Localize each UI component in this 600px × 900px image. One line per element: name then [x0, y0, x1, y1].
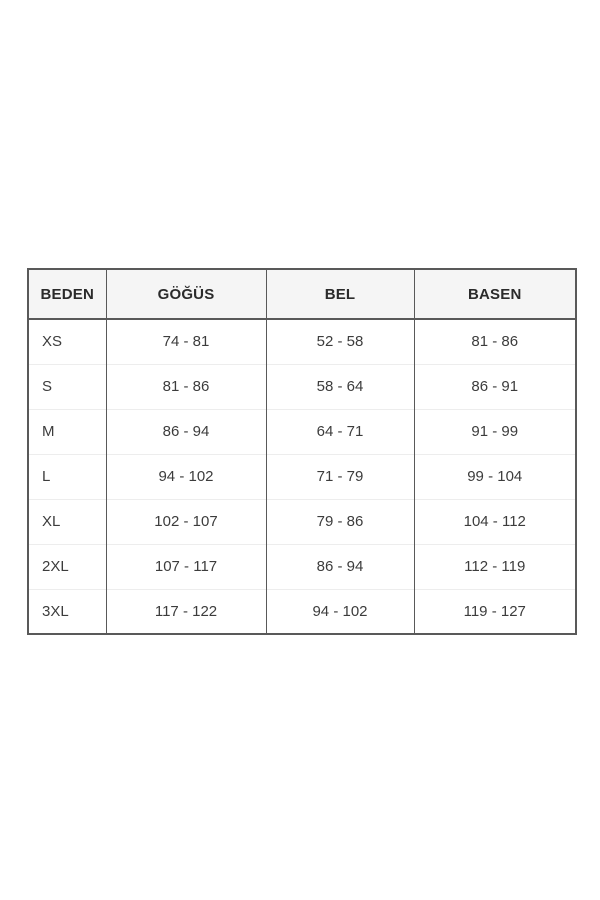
measurement-cell: 99 - 104: [414, 453, 576, 499]
measurement-cell: 64 - 71: [266, 408, 415, 454]
size-chart-table: BEDEN GÖĞÜS BEL BASEN XS 74 - 81 52 - 58 81…: [27, 268, 577, 635]
measurement-cell: 79 - 86: [266, 498, 415, 544]
size-label-cell: XS: [28, 319, 107, 364]
table-row: XL 102 - 107 79 - 86 104 - 112: [28, 498, 576, 544]
measurement-cell: 117 - 122: [106, 588, 267, 634]
column-header-beden: BEDEN: [28, 269, 107, 320]
measurement-cell: 104 - 112: [414, 498, 576, 544]
size-chart-container: BEDEN GÖĞÜS BEL BASEN XS 74 - 81 52 - 58 81…: [27, 268, 577, 635]
measurement-cell: 71 - 79: [266, 453, 415, 499]
measurement-cell: 52 - 58: [266, 319, 415, 364]
measurement-cell: 86 - 94: [266, 543, 415, 589]
size-label-cell: 2XL: [28, 543, 107, 589]
size-label-cell: M: [28, 408, 107, 454]
column-header-bel: BEL: [266, 269, 415, 320]
table-row: M 86 - 94 64 - 71 91 - 99: [28, 408, 576, 454]
column-header-gogus: GÖĞÜS: [106, 269, 267, 320]
size-label-cell: 3XL: [28, 588, 107, 634]
measurement-cell: 94 - 102: [106, 453, 267, 499]
measurement-cell: 86 - 91: [414, 363, 576, 409]
measurement-cell: 58 - 64: [266, 363, 415, 409]
table-row: XS 74 - 81 52 - 58 81 - 86: [28, 319, 576, 364]
table-row: 3XL 117 - 122 94 - 102 119 - 127: [28, 588, 576, 634]
measurement-cell: 102 - 107: [106, 498, 267, 544]
table-row: L 94 - 102 71 - 79 99 - 104: [28, 453, 576, 499]
table-header-row: BEDEN GÖĞÜS BEL BASEN: [28, 269, 576, 320]
measurement-cell: 81 - 86: [106, 363, 267, 409]
size-label-cell: XL: [28, 498, 107, 544]
measurement-cell: 94 - 102: [266, 588, 415, 634]
table-row: 2XL 107 - 117 86 - 94 112 - 119: [28, 543, 576, 589]
measurement-cell: 86 - 94: [106, 408, 267, 454]
measurement-cell: 74 - 81: [106, 319, 267, 364]
measurement-cell: 91 - 99: [414, 408, 576, 454]
column-header-basen: BASEN: [414, 269, 576, 320]
measurement-cell: 112 - 119: [414, 543, 576, 589]
size-label-cell: S: [28, 363, 107, 409]
measurement-cell: 119 - 127: [414, 588, 576, 634]
measurement-cell: 81 - 86: [471, 333, 519, 351]
table-body: XS 74 - 81 52 - 58 81 - 86 S 81 - 86 58 - 64 86…: [28, 319, 576, 634]
size-label-cell: L: [28, 453, 107, 499]
measurement-cell: 107 - 117: [106, 543, 267, 589]
table-row: S 81 - 86 58 - 64 86 - 91: [28, 363, 576, 409]
